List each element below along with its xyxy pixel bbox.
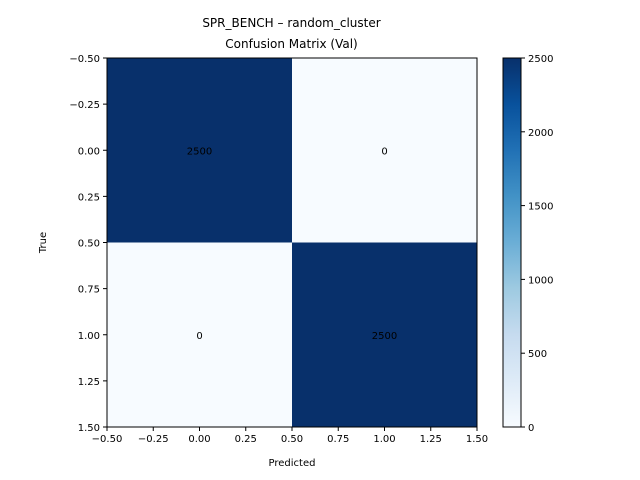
x-tick-label: 1.00 xyxy=(373,434,395,445)
x-axis-label: Predicted xyxy=(269,458,316,469)
y-tick-label: −0.25 xyxy=(69,100,100,111)
heatmap-cells xyxy=(107,58,477,427)
y-tick-label: 1.00 xyxy=(78,331,100,342)
y-tick-label: 0.75 xyxy=(78,285,100,296)
y-axis-label: True xyxy=(38,232,49,254)
cell-value-label: 0 xyxy=(196,331,202,342)
y-tick-label: 0.25 xyxy=(78,192,100,203)
colorbar-tick-label: 500 xyxy=(528,349,547,360)
colorbar-tick-label: 1000 xyxy=(528,275,553,286)
x-tick-label: 0.50 xyxy=(281,434,303,445)
x-tick-label: 1.50 xyxy=(466,434,488,445)
heatmap-cell xyxy=(292,242,477,427)
cell-value-label: 2500 xyxy=(372,331,397,342)
heatmap-cell-labels: 2500 0 0 2500 xyxy=(187,146,397,342)
y-tick-label: −0.50 xyxy=(69,54,100,65)
chart-subtitle: Confusion Matrix (Val) xyxy=(225,37,357,51)
heatmap-cell xyxy=(107,58,292,243)
x-tick-label: 0.75 xyxy=(327,434,349,445)
y-tick-label: 1.50 xyxy=(78,423,100,434)
y-axis-ticks: −0.50 −0.25 0.00 0.25 0.50 0.75 1.00 1.25 1.50 xyxy=(69,54,107,434)
heatmap-cell xyxy=(107,242,292,427)
colorbar-tick-label: 0 xyxy=(528,423,534,434)
colorbar xyxy=(502,57,522,428)
chart-title: SPR_BENCH – random_cluster xyxy=(202,16,380,30)
y-tick-label: 0.00 xyxy=(78,146,100,157)
colorbar-tick-label: 1500 xyxy=(528,202,553,213)
x-tick-label: 0.25 xyxy=(235,434,257,445)
cell-value-label: 2500 xyxy=(187,146,212,157)
x-axis-ticks: −0.50 −0.25 0.00 0.25 0.50 0.75 1.00 1.25 1.50 xyxy=(92,427,488,445)
colorbar-ticks: 0 500 1000 1500 2000 2500 xyxy=(521,54,553,434)
x-tick-label: −0.50 xyxy=(92,434,123,445)
x-tick-label: 0.00 xyxy=(188,434,210,445)
y-tick-label: 0.50 xyxy=(78,239,100,250)
x-tick-label: −0.25 xyxy=(138,434,169,445)
colorbar-tick-label: 2000 xyxy=(528,128,553,139)
colorbar-tick-label: 2500 xyxy=(528,54,553,65)
heatmap-cell xyxy=(292,58,477,243)
x-tick-label: 1.25 xyxy=(420,434,442,445)
y-tick-label: 1.25 xyxy=(78,377,100,388)
cell-value-label: 0 xyxy=(381,146,387,157)
